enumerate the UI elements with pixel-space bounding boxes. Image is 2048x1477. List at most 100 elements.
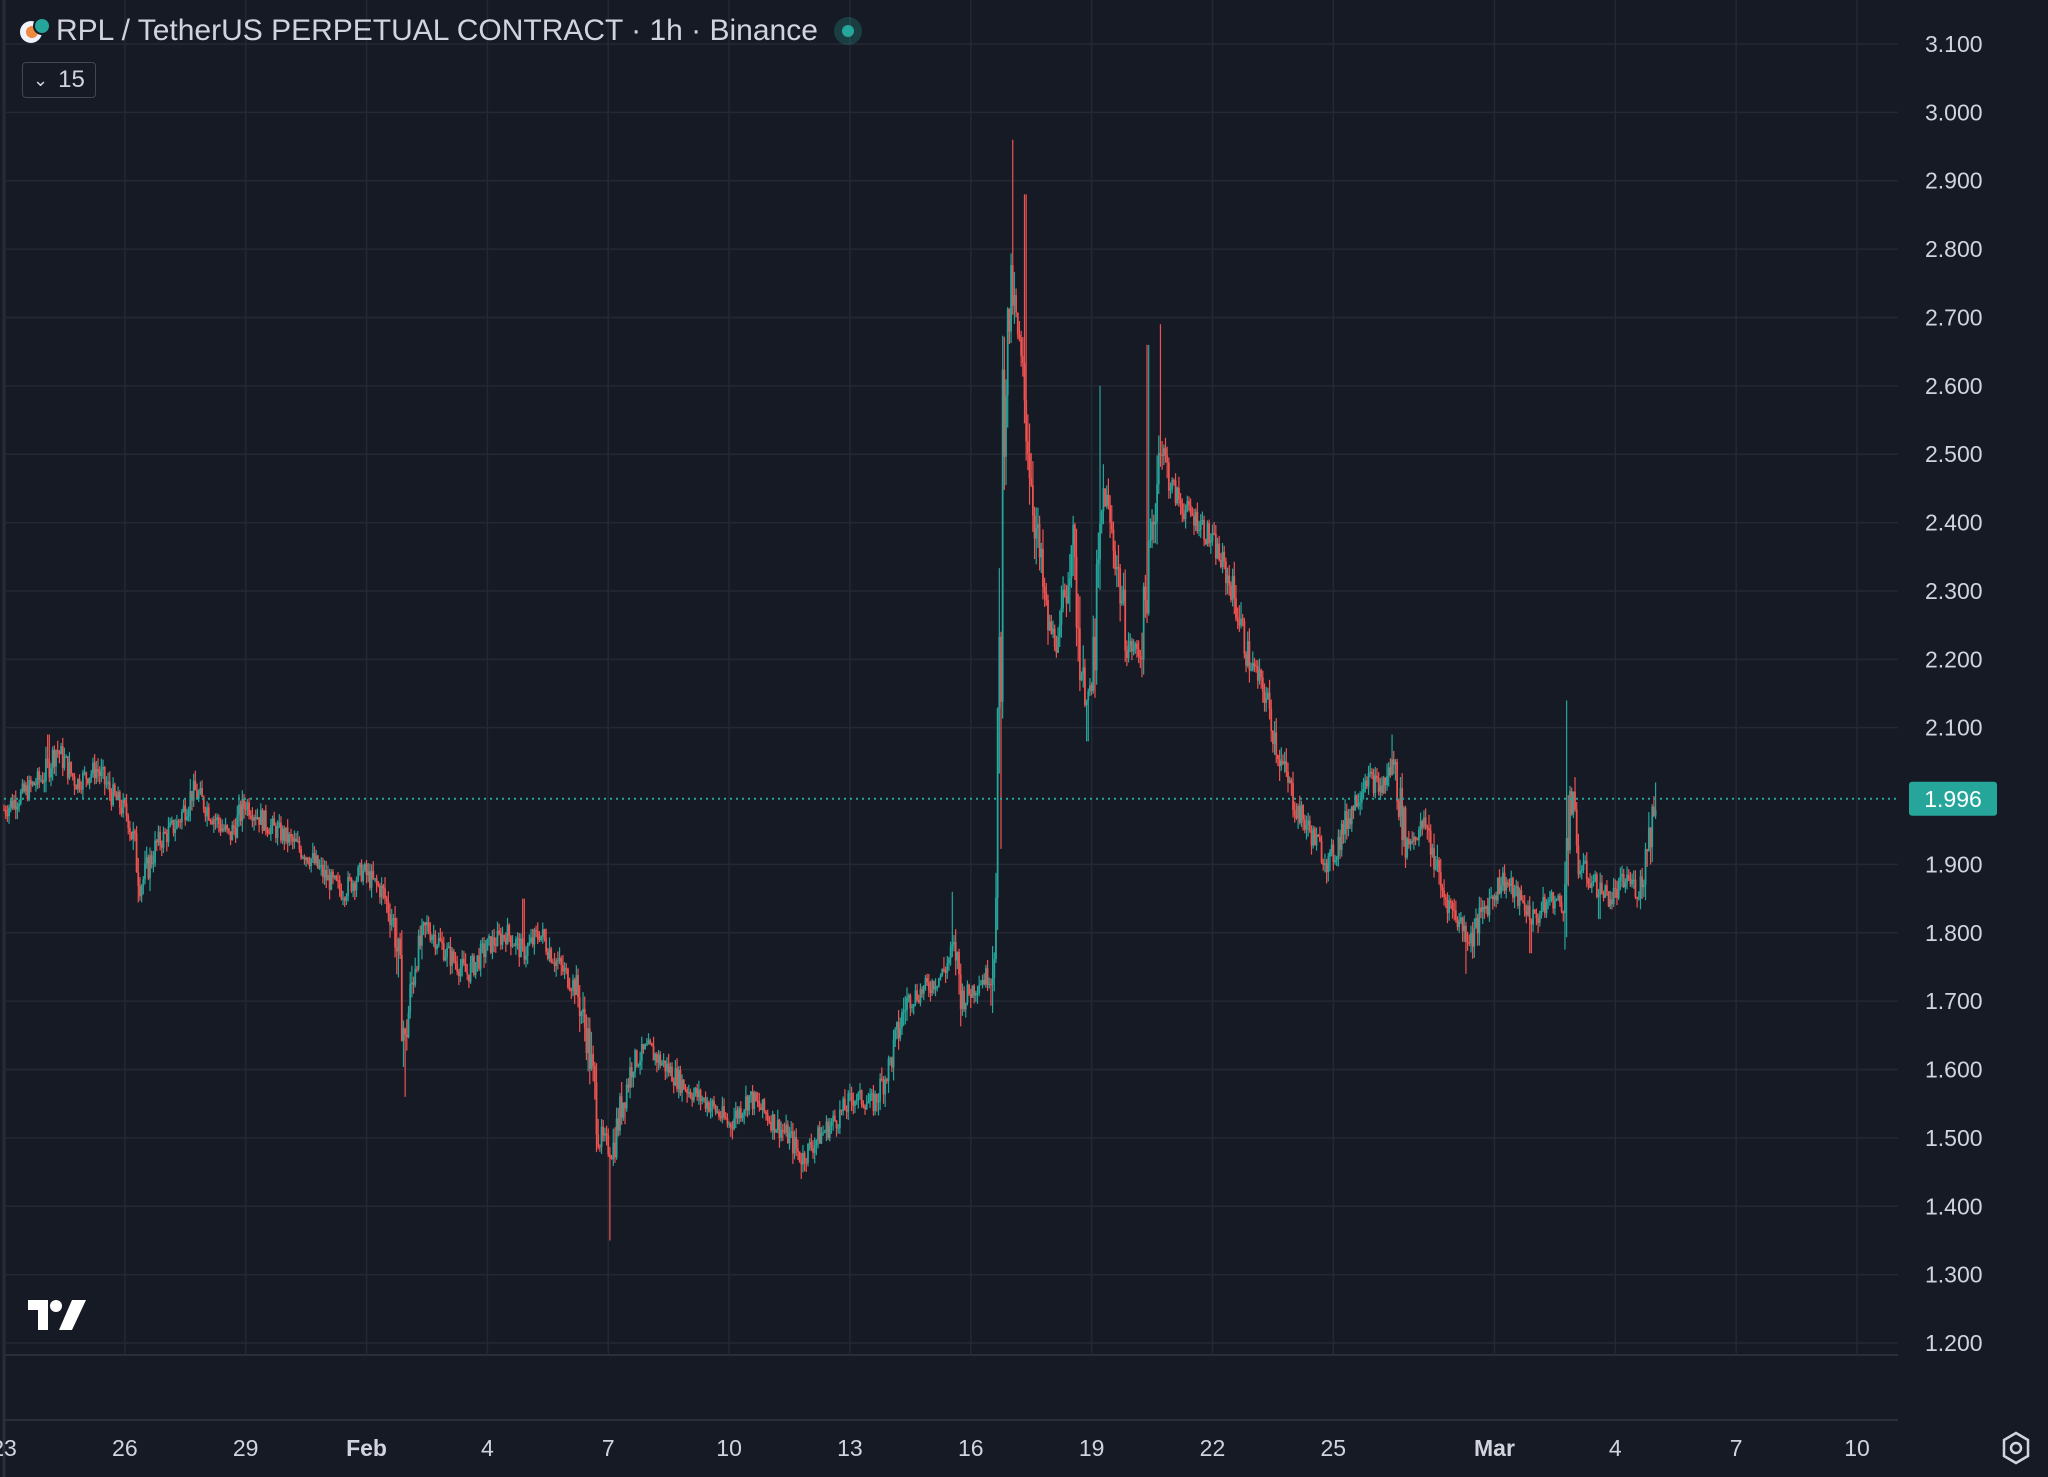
candle-body: [988, 984, 991, 986]
settings-icon[interactable]: [1998, 1430, 2034, 1466]
candle-body: [437, 938, 440, 946]
candle-body: [29, 779, 32, 785]
candle-body: [1538, 915, 1541, 923]
candle-body: [843, 1098, 846, 1111]
candle-body: [1584, 860, 1586, 863]
candle-body: [212, 819, 215, 825]
indicators-collapse-button[interactable]: ⌄ 15: [22, 62, 96, 98]
candle-body: [1154, 521, 1157, 525]
candle-body: [954, 942, 957, 961]
time-tick-label: 22: [1200, 1435, 1226, 1461]
candle-body: [1443, 890, 1446, 898]
candle-body: [917, 1000, 920, 1003]
time-tick-label: 29: [233, 1435, 259, 1461]
tradingview-logo[interactable]: [26, 1298, 88, 1332]
candle-body: [1475, 917, 1477, 928]
time-axis[interactable]: 23 26 29 Feb 4 7 10 13 16 19 22 25 Mar 4 7 10: [0, 1435, 1870, 1461]
candle-body: [1590, 882, 1593, 888]
candle-body: [1454, 910, 1457, 920]
candle-body: [1619, 876, 1622, 882]
candle-body: [528, 942, 531, 946]
candle-body: [1119, 568, 1122, 604]
symbol-title[interactable]: RPL / TetherUS PERPETUAL CONTRACT · 1h ·…: [56, 14, 818, 47]
candle-body: [1580, 870, 1583, 872]
candle-body: [358, 863, 361, 868]
candle-body: [1266, 692, 1269, 699]
candle-body: [19, 791, 22, 804]
candle-body: [1642, 884, 1645, 888]
candle-body: [1530, 920, 1533, 925]
candle-body: [399, 938, 402, 956]
candle-body: [701, 1099, 704, 1101]
candle-body: [998, 636, 1001, 709]
candle-body: [325, 869, 328, 881]
candle-body: [1496, 877, 1499, 901]
price-tick-label: 2.600: [1925, 373, 1983, 399]
candle-body: [981, 979, 984, 985]
candle-body: [1025, 400, 1028, 442]
candle-body: [174, 828, 177, 833]
candle-body: [147, 857, 150, 879]
candle-body: [305, 857, 308, 860]
candle-body: [1077, 627, 1080, 629]
candle-body: [249, 815, 252, 818]
candle-body: [310, 858, 313, 867]
time-tick-label: 10: [716, 1435, 742, 1461]
candle-body: [979, 984, 982, 986]
candle-body: [1647, 827, 1650, 851]
candle-body: [60, 746, 62, 755]
candle-body: [1637, 898, 1640, 900]
candle-body: [1216, 543, 1219, 559]
candle-body: [929, 990, 932, 993]
candle-body: [1057, 636, 1059, 653]
candle-body: [996, 708, 999, 898]
candle-body: [384, 888, 386, 899]
candle-body: [1087, 691, 1090, 701]
candle-body: [194, 780, 197, 791]
last-price-value: 1.996: [1924, 786, 1982, 812]
candle-body: [885, 1079, 888, 1082]
price-tick-label: 3.000: [1925, 99, 1983, 125]
candle-body: [518, 938, 521, 958]
candle-body: [1230, 585, 1232, 600]
candle-body: [1480, 907, 1482, 912]
candle-body: [1000, 636, 1002, 702]
candle-body: [243, 798, 245, 809]
candle-body: [991, 977, 994, 985]
candle-body: [290, 834, 292, 837]
candle-body: [186, 816, 188, 821]
candle-body: [476, 955, 479, 963]
candle-body: [578, 997, 581, 1016]
candle-body: [301, 856, 304, 858]
candle-body: [352, 883, 355, 892]
candle-body: [419, 935, 422, 946]
candle-body: [1412, 836, 1415, 842]
candle-body: [968, 984, 971, 995]
candle-body: [847, 1093, 850, 1112]
candle-body: [327, 875, 329, 881]
candle-body: [1459, 917, 1462, 922]
candle-body: [1094, 636, 1096, 671]
candle-body: [318, 866, 321, 868]
candle-body: [1330, 844, 1333, 852]
candle-body: [1329, 851, 1331, 857]
candle-body: [1015, 295, 1018, 313]
candle-body: [1018, 334, 1021, 339]
candle-body: [347, 876, 349, 897]
candle-body: [241, 798, 244, 822]
candle-body: [1567, 837, 1570, 851]
candle-body: [1402, 807, 1405, 841]
candlestick-series: [3, 139, 1657, 1241]
price-axis[interactable]: 3.100 3.000 2.900 2.800 2.700 2.600 2.500 2.400…: [1898, 0, 2048, 1477]
price-tick-label: 1.700: [1925, 988, 1983, 1014]
candle-body: [1067, 585, 1070, 604]
candle-body: [328, 875, 331, 890]
candle-body: [1198, 530, 1200, 532]
candle-body: [958, 951, 960, 975]
candle-body: [761, 1099, 764, 1110]
candle-body: [503, 935, 506, 938]
candle-body: [23, 783, 26, 792]
candle-body: [791, 1131, 794, 1154]
candle-body: [4, 809, 7, 814]
